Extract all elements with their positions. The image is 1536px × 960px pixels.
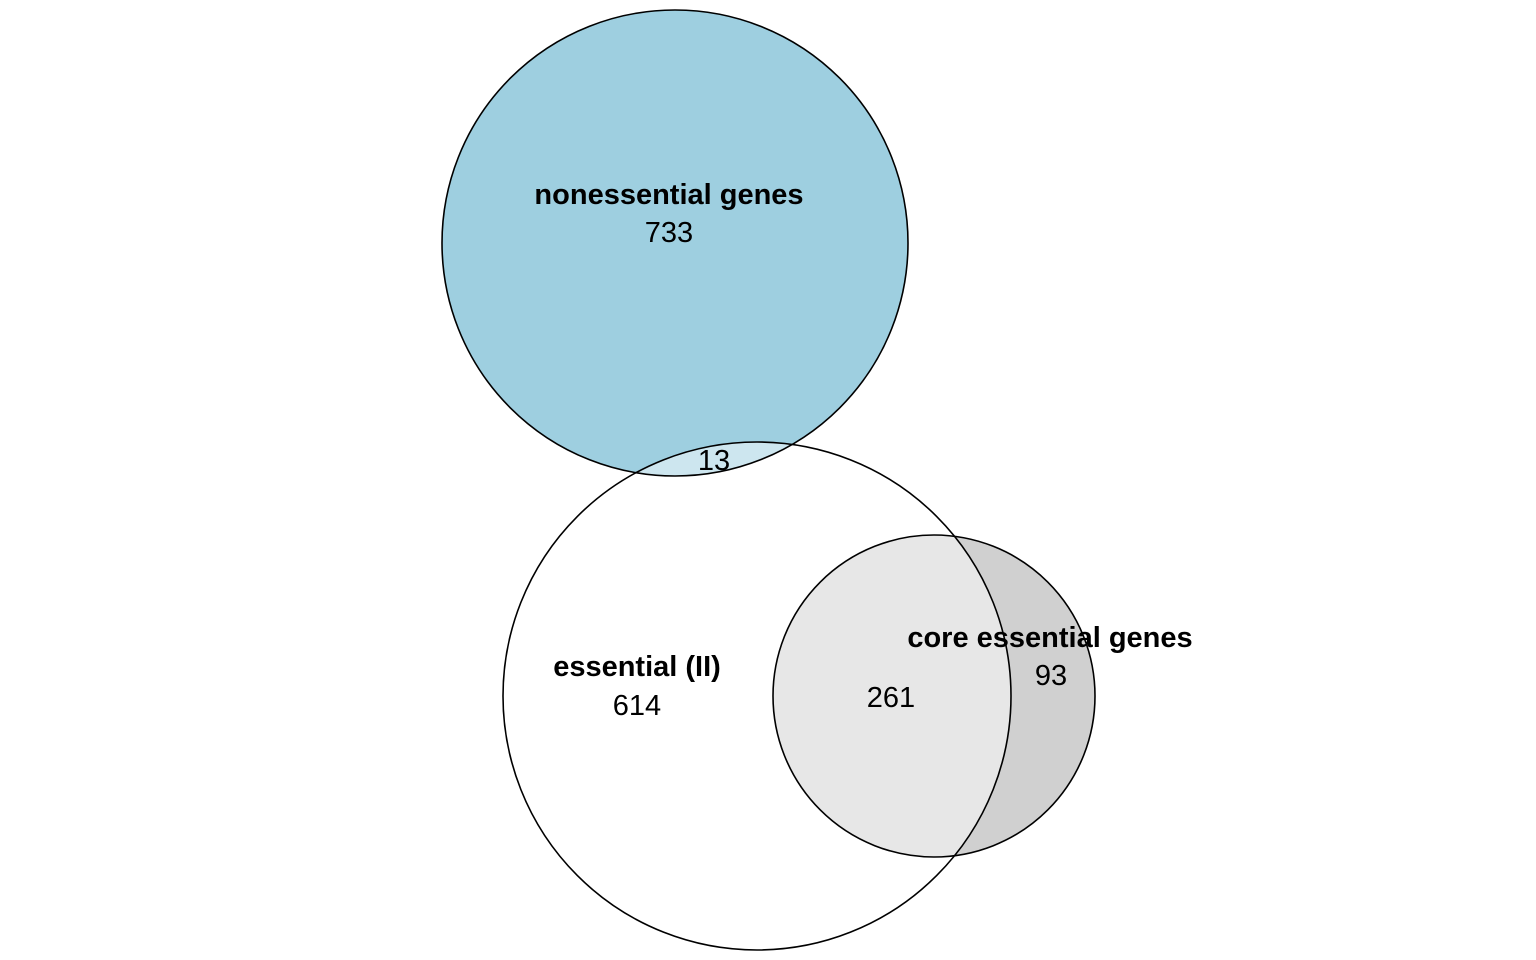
nonessential-circle-outline xyxy=(441,9,909,477)
nonessential-only-count: 733 xyxy=(645,217,693,249)
essential-set-label: essential (II) xyxy=(553,651,721,683)
core-essential-circle-outline xyxy=(772,534,1096,858)
nonessential-set-label: nonessential genes xyxy=(534,179,803,211)
essential-only-count: 614 xyxy=(613,690,661,722)
nonessential-circle-fill xyxy=(442,10,908,476)
nonessential-essential-overlap-count: 13 xyxy=(698,445,730,477)
core-only-count: 93 xyxy=(1035,660,1067,692)
core-essential-set-label: core essential genes xyxy=(907,622,1192,654)
essential-core-overlap-count: 261 xyxy=(867,682,915,714)
essential-core-overlap-fill xyxy=(773,535,1011,857)
essential-circle-outline xyxy=(502,441,1012,951)
